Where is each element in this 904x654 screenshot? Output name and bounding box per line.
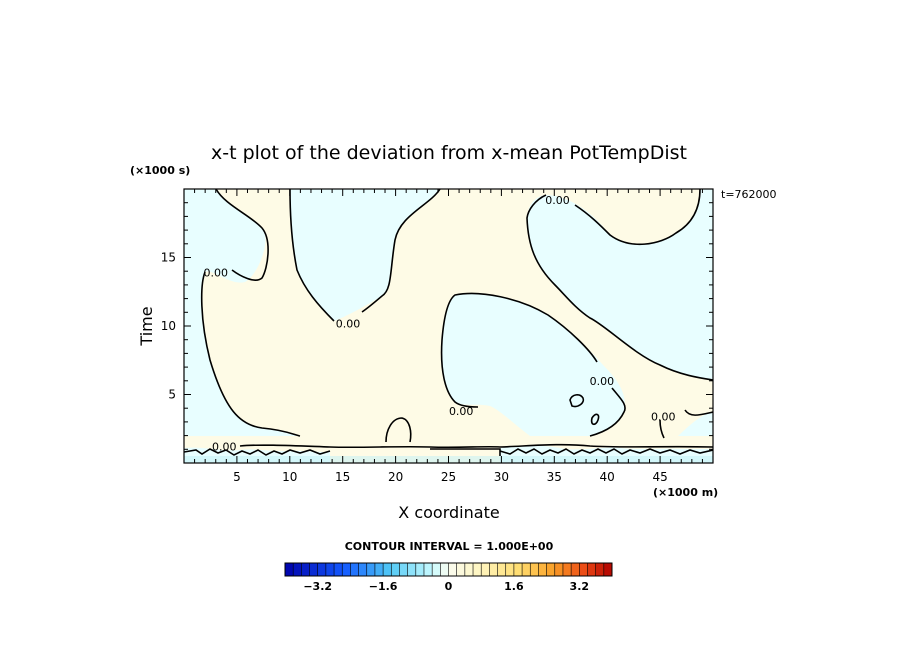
negative-region-center-right — [441, 293, 625, 436]
colorbar-tick-label: −3.2 — [303, 580, 332, 593]
colorbar-cell — [448, 563, 457, 576]
contour-label: 0.00 — [336, 317, 361, 330]
colorbar-cell — [505, 563, 515, 576]
colorbar-tick-label: −1.6 — [369, 580, 398, 593]
y-axis-label: Time — [137, 306, 156, 346]
contour-line-right-edge — [659, 409, 713, 439]
contour-label: 0.00 — [545, 194, 570, 207]
negative-region-top-right — [527, 189, 713, 380]
chart-title: x-t plot of the deviation from x-mean Po… — [211, 142, 687, 164]
colorbar-cell — [374, 563, 384, 576]
colorbar-cell — [603, 563, 613, 576]
negative-region-right-edge — [678, 412, 713, 436]
contour-line-center-right — [440, 292, 626, 437]
contour-label: 0.00 — [651, 410, 676, 423]
colorbar-cell — [317, 563, 327, 576]
colorbar-cell — [530, 563, 539, 576]
colorbar-cell — [334, 563, 343, 576]
x-tick-label: 10 — [282, 470, 297, 484]
y-tick-label: 15 — [161, 251, 176, 265]
contour-line-upper-right — [526, 189, 713, 381]
colorbar-cell — [325, 563, 335, 576]
contour-small-loop-1 — [569, 394, 585, 408]
colorbar-cell — [546, 563, 556, 576]
colorbar-cell — [407, 563, 417, 576]
colorbar-tick-label: 0 — [445, 580, 453, 593]
y-axis-unit: (×1000 s) — [130, 164, 190, 177]
contour-bottom-jagged — [184, 448, 713, 456]
plot-area — [184, 189, 713, 463]
contour-labels: 0.00 0.00 0.00 0.00 0.00 0.00 0.00 — [203, 194, 675, 454]
colorbar-cell — [309, 563, 318, 576]
contour-line-upper-center — [289, 189, 441, 322]
colorbar-cell — [440, 563, 449, 576]
colorbar-cell — [391, 563, 400, 576]
colorbar-cell — [415, 563, 425, 576]
colorbar-cell — [538, 563, 547, 576]
colorbar-cell — [358, 563, 368, 576]
colorbar-cell — [497, 563, 507, 576]
negative-region-top-center — [290, 189, 440, 321]
x-tick-label: 45 — [652, 470, 667, 484]
x-axis-unit: (×1000 m) — [653, 486, 718, 499]
contour-small-loop-2 — [590, 413, 600, 426]
colorbar-cell — [432, 563, 441, 576]
colorbar-cell — [464, 563, 474, 576]
colorbar-cell — [473, 563, 482, 576]
negative-region-top-left — [184, 189, 300, 436]
axes: 5 10 15 20 25 30 35 40 45 5 10 15 — [161, 189, 713, 484]
colorbar-frame — [284, 562, 613, 577]
contour-label: 0.00 — [212, 441, 237, 454]
contour-bottom-segment — [430, 448, 501, 456]
colorbar-cell — [562, 563, 572, 576]
colorbar-cell — [366, 563, 376, 576]
x-tick-label: 5 — [233, 470, 241, 484]
colorbar-cell — [293, 563, 302, 576]
contour-label: 0.00 — [590, 375, 615, 388]
x-tick-label: 15 — [335, 470, 350, 484]
colorbar-cell — [285, 563, 294, 576]
colorbar-tick-label: 1.6 — [504, 580, 524, 593]
x-tick-label: 40 — [600, 470, 615, 484]
x-tick-label: 20 — [388, 470, 403, 484]
contour-label: 0.00 — [203, 267, 228, 280]
x-tick-label: 25 — [441, 470, 456, 484]
colorbar-cell — [383, 563, 392, 576]
colorbar-cell — [571, 563, 580, 576]
colorbar-cell — [595, 563, 605, 576]
colorbar-cell — [489, 563, 498, 576]
contour-label: 0.00 — [449, 405, 474, 418]
y-tick-label: 10 — [161, 319, 176, 333]
contour-interval-text: CONTOUR INTERVAL = 1.000E+00 — [345, 540, 554, 553]
colorbar-cell — [554, 563, 564, 576]
colorbar-cell — [481, 563, 490, 576]
contour-bump — [385, 417, 412, 443]
colorbar-cell — [301, 563, 310, 576]
x-tick-label: 35 — [547, 470, 562, 484]
colorbar-cell — [423, 563, 433, 576]
x-axis-label: X coordinate — [398, 503, 499, 522]
contour-bottom-horizontal — [239, 443, 713, 449]
colorbar-cell — [399, 563, 408, 576]
colorbar-cell — [579, 563, 588, 576]
colorbar: −3.2 −1.6 0 1.6 3.2 — [284, 562, 613, 593]
colorbar-cell — [587, 563, 596, 576]
time-stamp: t=762000 — [721, 188, 777, 201]
colorbar-cell — [513, 563, 523, 576]
y-tick-label: 5 — [168, 388, 176, 402]
colorbar-cell — [456, 563, 466, 576]
x-tick-label: 30 — [494, 470, 509, 484]
colorbar-tick-label: 3.2 — [570, 580, 590, 593]
colorbar-cell — [342, 563, 351, 576]
colorbar-cell — [522, 563, 531, 576]
contour-line-upper-left — [200, 189, 301, 437]
colorbar-cell — [350, 563, 359, 576]
